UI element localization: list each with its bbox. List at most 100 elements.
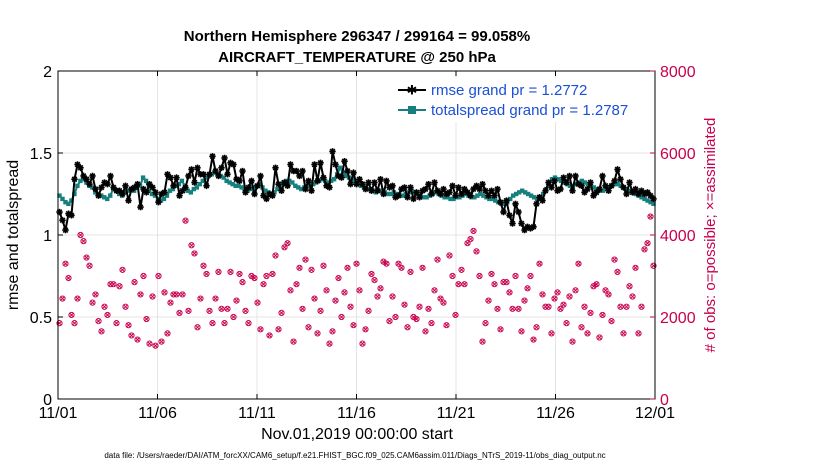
chart-title-line-1: Northern Hemisphere 296347 / 299164 = 99… xyxy=(184,28,530,45)
totalspread-point xyxy=(176,181,182,187)
rmse-point xyxy=(245,184,252,191)
rmse-point xyxy=(92,185,99,193)
y2-axis-label: # of obs: o=possible; ×=assimilated xyxy=(702,118,719,353)
rmse-point xyxy=(164,171,171,178)
rmse-point xyxy=(62,226,69,234)
obs-count-marker xyxy=(281,244,288,251)
obs-count-marker xyxy=(149,293,156,300)
obs-count-marker xyxy=(635,330,642,337)
totalspread-point xyxy=(272,190,277,195)
obs-count-marker xyxy=(572,287,579,294)
rmse-point xyxy=(623,190,630,198)
rmse-point xyxy=(380,190,387,198)
obs-count-marker xyxy=(539,291,546,298)
rmse-point xyxy=(248,177,255,185)
rmse-point xyxy=(104,180,111,188)
rmse-point xyxy=(539,197,546,204)
obs-count-marker xyxy=(362,326,369,333)
obs-count-marker xyxy=(497,326,504,333)
obs-count-marker xyxy=(566,293,573,300)
obs-count-marker xyxy=(407,268,414,275)
obs-count-marker xyxy=(242,307,249,314)
totalspread-point xyxy=(612,181,617,187)
obs-count-marker xyxy=(611,256,618,263)
rmse-point xyxy=(167,174,174,181)
obs-count-marker xyxy=(440,299,447,306)
totalspread-point xyxy=(508,196,513,202)
rmse-point xyxy=(191,179,198,186)
rmse-point xyxy=(326,184,333,191)
rmse-point xyxy=(452,192,459,199)
obs-count-marker xyxy=(224,305,231,312)
totalspread-point xyxy=(502,201,507,207)
obs-count-marker xyxy=(578,324,585,331)
legend-spread-marker-icon xyxy=(408,106,416,114)
totalspread-point xyxy=(642,196,647,202)
totalspread-point xyxy=(188,190,194,195)
x-axis-ticks: 11/01 11/06 11/11 11/16 11/21 11/26 12/01 xyxy=(39,71,675,422)
legend-spread-label: totalspread grand pr = 1.2787 xyxy=(431,102,628,119)
rmse-point xyxy=(320,174,327,181)
y2-tick-label: 4000 xyxy=(660,228,696,245)
totalspread-point xyxy=(125,188,131,193)
x-tick-label: 11/01 xyxy=(39,405,78,422)
x-tick-label: 11/11 xyxy=(238,405,276,422)
obs-count-marker xyxy=(71,320,78,327)
totalspread-point xyxy=(72,191,77,197)
rmse-point xyxy=(557,185,564,193)
rmse-point xyxy=(617,176,624,183)
obs-count-marker xyxy=(212,295,219,302)
obs-count-marker xyxy=(527,272,534,280)
obs-count-marker xyxy=(215,268,222,275)
obs-count-marker xyxy=(284,240,291,247)
rmse-point xyxy=(632,185,639,193)
obs-count-marker xyxy=(314,330,321,337)
obs-count-marker xyxy=(365,307,372,314)
totalspread-point xyxy=(478,191,483,197)
rmse-point xyxy=(482,187,489,194)
rmse-point xyxy=(374,187,381,194)
obs-count-marker xyxy=(323,287,330,294)
obs-count-marker xyxy=(158,338,165,345)
totalspread-point xyxy=(448,196,453,202)
rmse-point xyxy=(119,190,126,198)
totalspread-point xyxy=(552,175,558,180)
legend: ✱ rmse grand pr = 1.2772 totalspread gra… xyxy=(392,78,652,122)
obs-count-marker xyxy=(638,303,645,310)
totalspread-point xyxy=(615,181,620,187)
obs-count-marker xyxy=(125,322,132,329)
obs-count-marker xyxy=(347,303,354,310)
obs-count-marker xyxy=(545,303,552,310)
obs-count-marker xyxy=(587,309,594,316)
rmse-point xyxy=(350,169,357,176)
obs-count-marker xyxy=(176,309,183,316)
obs-count-marker xyxy=(122,303,129,310)
rmse-point xyxy=(545,179,552,186)
totalspread-point xyxy=(328,178,334,184)
rmse-point xyxy=(173,174,180,181)
rmse-point xyxy=(149,184,156,191)
totalspread-point xyxy=(558,178,564,184)
rmse-point xyxy=(407,184,414,191)
rmse-point xyxy=(176,192,183,199)
x-tick-label: 11/16 xyxy=(337,405,376,422)
obs-count-marker xyxy=(221,320,228,327)
totalspread-point xyxy=(424,195,429,200)
chart-title-line-2: AIRCRAFT_TEMPERATURE @ 250 hPa xyxy=(218,49,496,66)
rmse-point xyxy=(533,200,540,208)
rmse-point xyxy=(500,208,507,216)
totalspread-point xyxy=(75,183,80,188)
obs-count-marker xyxy=(416,303,423,310)
y-tick-label: 0.5 xyxy=(30,310,52,327)
x-axis-label: Nov.01,2019 00:00:00 start xyxy=(261,426,453,443)
totalspread-point xyxy=(290,180,295,185)
rmse-point xyxy=(572,172,579,180)
obs-count-marker xyxy=(326,340,333,347)
totalspread-point xyxy=(475,193,480,198)
totalspread-point xyxy=(579,178,585,184)
rmse-point xyxy=(353,180,360,188)
totalspread-point xyxy=(487,196,492,202)
rmse-point xyxy=(449,182,456,189)
totalspread-point xyxy=(490,196,495,202)
